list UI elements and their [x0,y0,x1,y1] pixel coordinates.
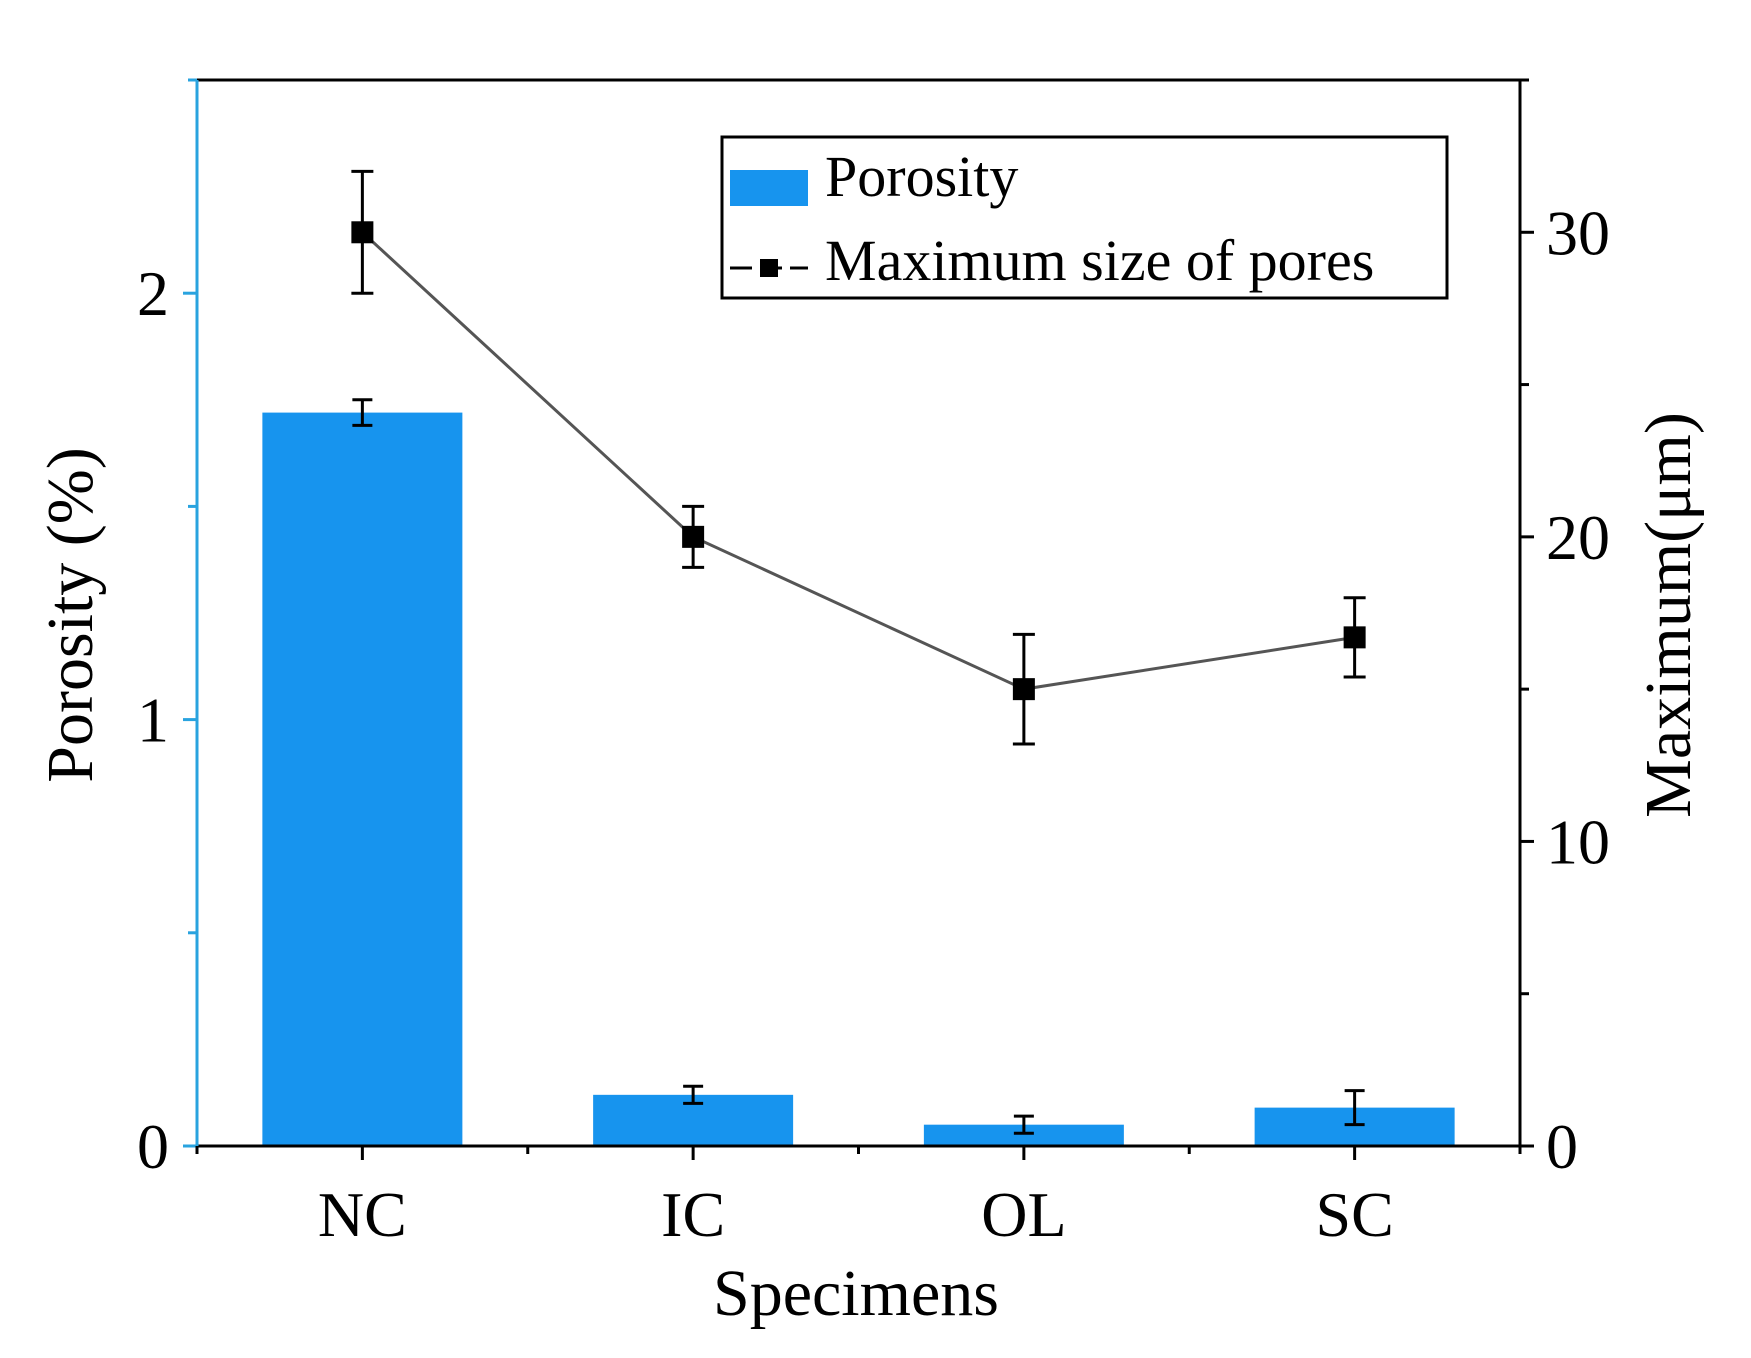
x-tick-label-sc: SC [1315,1179,1393,1250]
x-tick-label-ol: OL [981,1179,1066,1250]
marker-sc [1343,626,1366,649]
bar-errorbar-ic [683,1084,704,1105]
bar-errorbar-nc [352,398,373,427]
bar-errorbar-sc [1344,1089,1365,1127]
y-left-tick-label: 0 [137,1111,169,1182]
y-right-axis-title: Maximum(μm) [1632,412,1705,818]
bar-nc [262,412,463,1146]
y-left-tick-label: 1 [137,685,169,756]
legend-box [720,135,1449,300]
legend-marker-max-pore [760,259,778,277]
y-right-tick-label: 20 [1546,502,1610,573]
bar-ol [923,1124,1124,1146]
marker-ic [682,525,705,548]
marker-ol [1012,678,1035,701]
legend: Porosity Maximum size of pores [720,135,1449,300]
legend-label-porosity: Porosity [825,144,1018,209]
x-tick-label-nc: NC [318,1179,407,1250]
x-tick-label-ic: IC [661,1179,725,1250]
bar-errorbar-ol [1013,1114,1034,1135]
y-right-tick-label: 10 [1546,806,1610,877]
y-right-tick-label: 30 [1546,197,1610,268]
line-max-pore-size [361,231,1355,691]
y-right-tick-label: 0 [1546,1111,1578,1182]
x-axis-title: Specimens [713,1257,999,1330]
marker-nc [351,221,374,244]
y-left-tick-label: 2 [137,258,169,329]
legend-swatch-porosity [730,170,808,206]
y-left-axis-title: Porosity (%) [34,447,107,782]
legend-label-max-pore: Maximum size of pores [825,228,1374,293]
